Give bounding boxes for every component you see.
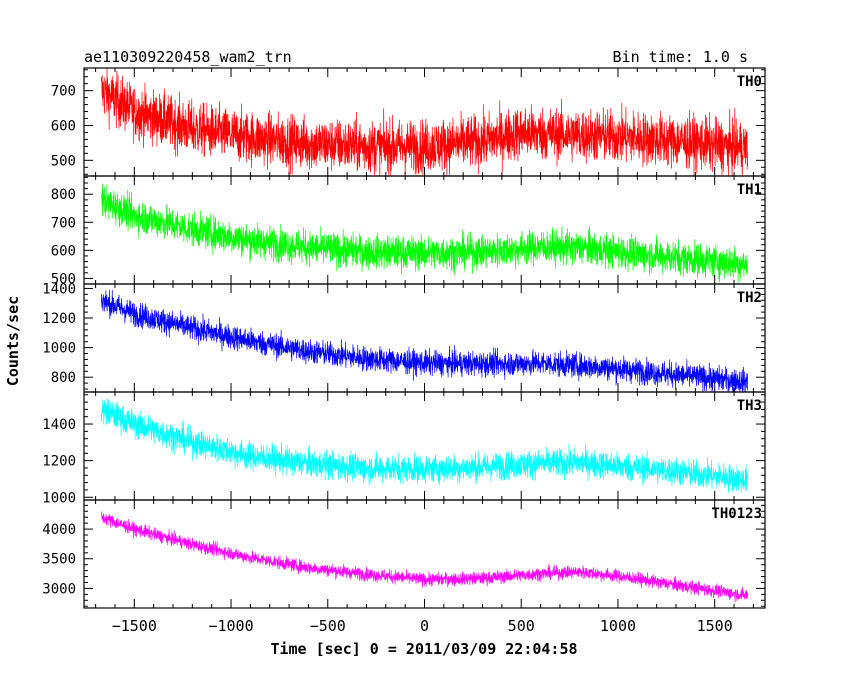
- y-tick-label: 800: [51, 370, 76, 386]
- x-tick-label: −1000: [208, 617, 253, 635]
- x-tick-label: 1000: [600, 617, 636, 635]
- y-tick-label: 800: [51, 187, 76, 203]
- panel-th1: 500 600 700 800 TH1: [51, 175, 766, 287]
- y-tick-label: 3500: [42, 552, 76, 568]
- panel-th2: 800 1000 1200 1400 TH2: [42, 281, 766, 393]
- x-axis: −1500 −1000 −500 0 500 1000 1500: [112, 617, 733, 635]
- series-line-th1: [101, 183, 748, 284]
- panel-label-th0: TH0: [737, 74, 762, 90]
- series-line-th3: [101, 398, 748, 493]
- x-tick-label: −1500: [112, 617, 157, 635]
- x-tick-label: −500: [310, 617, 346, 635]
- y-tick-label: 1200: [42, 311, 76, 327]
- x-tick-label: 500: [508, 617, 535, 635]
- series-line-th0123: [101, 511, 748, 602]
- bin-time-label: Bin time: 1.0 s: [613, 48, 748, 66]
- y-tick-label: 4000: [42, 522, 76, 538]
- panel-label-th0123: TH0123: [711, 506, 762, 522]
- x-axis-label: Time [sec] 0 = 2011/03/09 22:04:58: [270, 640, 577, 658]
- y-tick-label: 1400: [42, 417, 76, 433]
- y-tick-label: 1200: [42, 454, 76, 470]
- y-tick-label: 1400: [42, 281, 76, 297]
- x-tick-label: 1500: [697, 617, 733, 635]
- panels-group: 500 600 700 TH0 500 600 700 800 TH1 800 1000 1200 14…: [42, 67, 766, 609]
- y-tick-label: 600: [51, 118, 76, 134]
- y-tick-label: 1000: [42, 490, 76, 506]
- series-line-th0: [101, 68, 748, 176]
- y-tick-label: 700: [51, 84, 76, 100]
- y-tick-label: 700: [51, 215, 76, 231]
- y-tick-label: 500: [51, 271, 76, 287]
- panel-label-th2: TH2: [737, 290, 762, 306]
- panel-label-th1: TH1: [737, 182, 762, 198]
- y-tick-label: 600: [51, 243, 76, 259]
- series-line-th2: [101, 289, 748, 392]
- panel-frame: [83, 499, 766, 609]
- chart-title: ae110309220458_wam2_trn: [84, 48, 292, 66]
- panel-label-th3: TH3: [737, 398, 762, 414]
- panel-th0123: 3000 3500 4000 TH0123: [42, 499, 766, 609]
- y-tick-label: 1000: [42, 341, 76, 357]
- y-tick-label: 3000: [42, 581, 76, 597]
- y-axis-label: Counts/sec: [4, 296, 22, 386]
- panel-th3: 1000 1200 1400 TH3: [42, 391, 766, 506]
- panel-th0: 500 600 700 TH0: [51, 67, 766, 177]
- y-tick-label: 500: [51, 153, 76, 169]
- x-tick-label: 0: [420, 617, 429, 635]
